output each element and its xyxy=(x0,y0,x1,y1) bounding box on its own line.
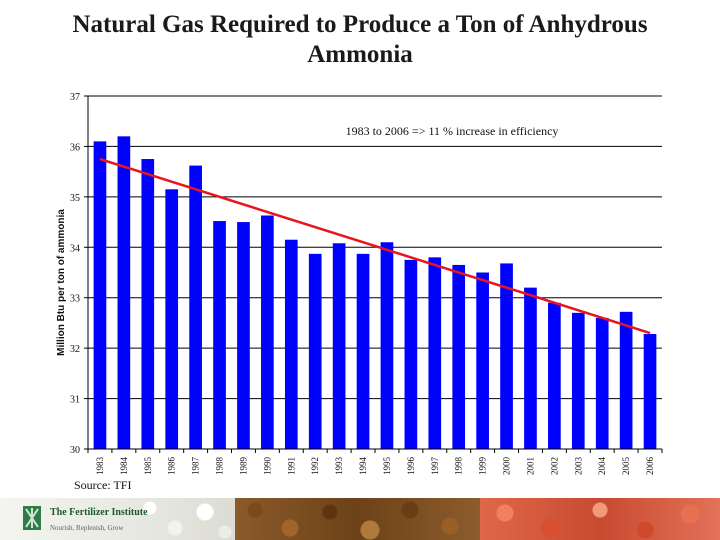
y-tick-label: 36 xyxy=(70,142,80,153)
x-tick-label: 1993 xyxy=(334,457,344,476)
x-tick-label: 1984 xyxy=(119,457,129,476)
bar-1996 xyxy=(404,259,418,449)
x-tick-label: 1995 xyxy=(382,457,392,476)
trend-line-layer xyxy=(99,157,651,335)
bar-2001 xyxy=(524,287,537,449)
y-tick-label: 33 xyxy=(70,294,80,305)
x-tick-label: 1985 xyxy=(143,457,153,476)
fertilizer-granules-red xyxy=(480,498,720,540)
bar-2006 xyxy=(643,334,657,449)
x-tick-label: 1983 xyxy=(95,457,105,476)
x-tick-label: 2003 xyxy=(573,457,583,476)
trend-line xyxy=(99,157,651,335)
y-tick-label: 37 xyxy=(70,92,80,103)
tfi-logo-icon xyxy=(23,506,41,530)
grid-lines xyxy=(88,95,662,400)
fertilizer-granules-brown xyxy=(235,498,480,540)
x-tick-label: 2004 xyxy=(597,457,607,476)
x-tick-label: 2001 xyxy=(525,457,535,475)
bar-1993 xyxy=(332,243,346,449)
axes xyxy=(84,95,663,453)
bar-1989 xyxy=(237,222,250,449)
bar-1999 xyxy=(476,272,489,449)
bar-1994 xyxy=(356,253,370,449)
bar-1990 xyxy=(261,215,274,449)
bar-chart: 30 31 32 33 34 35 36 37 1983 1984 1985 1986 1987 1988… xyxy=(56,92,663,475)
bar-1985 xyxy=(141,159,155,450)
x-tick-label: 1994 xyxy=(358,457,368,476)
bar-1995 xyxy=(380,242,394,449)
axis-labels: 30 31 32 33 34 35 36 37 1983 1984 1985 1986 1987 1988… xyxy=(56,92,655,475)
bar-1997 xyxy=(428,257,442,449)
fertilizer-granules-white: The Fertilizer Institute Nourish, Replen… xyxy=(0,498,235,540)
x-tick-label: 2000 xyxy=(502,457,512,476)
x-tick-label: 2005 xyxy=(621,457,631,476)
y-tick-label: 31 xyxy=(70,395,80,406)
x-tick-label: 1998 xyxy=(454,457,464,476)
x-tick-label: 1986 xyxy=(167,457,177,476)
x-tick-label: 1996 xyxy=(406,457,416,476)
bar-1986 xyxy=(165,189,179,450)
source-note: Source: TFI xyxy=(74,478,132,492)
y-tick-label: 30 xyxy=(70,445,80,456)
x-tick-label: 1989 xyxy=(238,457,248,476)
x-tick-label: 1987 xyxy=(191,457,201,476)
y-tick-label: 32 xyxy=(70,344,80,355)
bar-2000 xyxy=(500,263,513,449)
x-tick-label: 2006 xyxy=(645,457,655,476)
bar-1992 xyxy=(308,253,322,449)
y-axis-label: Million Btu per ton of ammonia xyxy=(56,209,67,356)
x-tick-label: 2002 xyxy=(549,457,559,475)
logo-tagline: Nourish, Replenish, Grow xyxy=(50,524,124,532)
bar-2004 xyxy=(595,317,609,449)
y-tick-label: 34 xyxy=(70,243,80,254)
chart-title: Natural Gas Required to Produce a Ton of… xyxy=(72,11,648,68)
bar-1988 xyxy=(213,221,226,449)
bar-1983 xyxy=(93,141,107,449)
logo-name: The Fertilizer Institute xyxy=(50,507,148,518)
bar-2005 xyxy=(619,311,633,449)
y-tick-label: 35 xyxy=(70,193,80,204)
bar-1984 xyxy=(117,136,131,450)
bar-1991 xyxy=(284,239,298,449)
bars xyxy=(93,136,657,450)
x-tick-label: 1999 xyxy=(478,457,488,476)
x-tick-label: 1991 xyxy=(286,457,296,475)
bar-2002 xyxy=(548,302,561,449)
footer-image-strip: The Fertilizer Institute Nourish, Replen… xyxy=(0,498,720,540)
bar-2003 xyxy=(571,312,585,449)
x-tick-label: 1990 xyxy=(262,457,272,476)
bar-1987 xyxy=(189,165,202,449)
bar-1998 xyxy=(452,264,466,449)
efficiency-annotation: 1983 to 2006 => 11 % increase in efficie… xyxy=(346,124,559,138)
x-tick-label: 1992 xyxy=(310,457,320,475)
x-tick-label: 1988 xyxy=(215,457,225,476)
x-tick-label: 1997 xyxy=(430,457,440,476)
